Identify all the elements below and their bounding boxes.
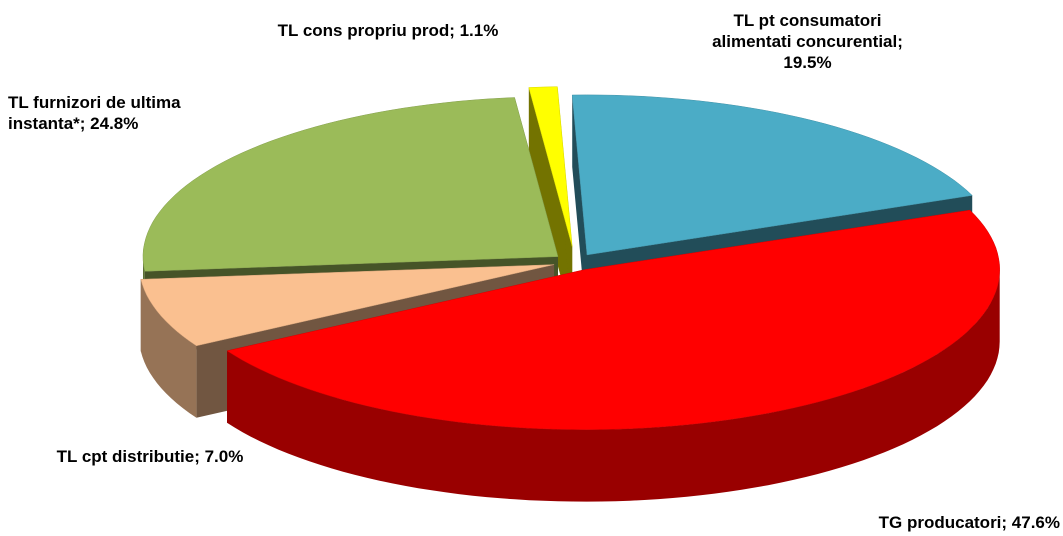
slice [226, 209, 1000, 430]
data-label: TL pt consumatori alimentati concurentia… [712, 11, 903, 72]
slice-side [140, 279, 197, 418]
data-label: TL furnizori de ultima instanta*; 24.8% [8, 93, 181, 133]
slice-side [227, 269, 1000, 502]
data-label: TG producatori; 47.6% [878, 513, 1060, 532]
slice [142, 97, 559, 272]
data-label: TL cpt distributie; 7.0% [56, 447, 244, 466]
slice-wall [572, 94, 588, 327]
slice [140, 264, 555, 347]
slice-wall [528, 87, 573, 319]
slice [571, 94, 973, 256]
data-label: TL cons propriu prod; 1.1% [277, 21, 499, 40]
slice [528, 86, 573, 247]
